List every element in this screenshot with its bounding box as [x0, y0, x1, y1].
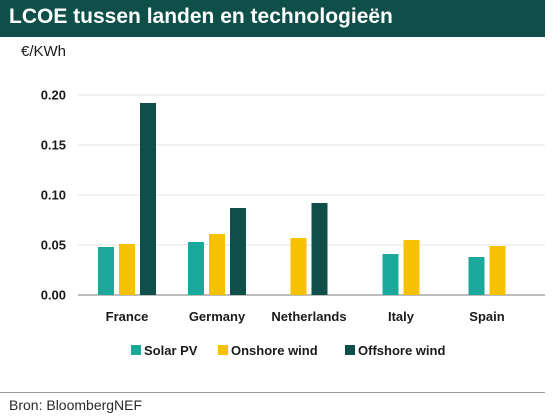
legend-swatch: [218, 345, 228, 355]
divider: [0, 392, 545, 393]
bar-solar-pv: [98, 247, 114, 295]
bar-offshore-wind: [140, 103, 156, 295]
source-note: Bron: BloombergNEF: [9, 397, 143, 413]
y-tick-label: 0.20: [41, 88, 66, 103]
y-tick-label: 0.00: [41, 288, 66, 303]
x-tick-label: Netherlands: [271, 309, 346, 324]
y-axis-unit-label: €/KWh: [21, 43, 67, 60]
y-tick-label: 0.10: [41, 188, 66, 203]
bar-onshore-wind: [403, 240, 420, 295]
title-bar: LCOE tussen landen en technologieën: [0, 0, 545, 37]
legend-swatch: [131, 345, 141, 355]
legend-label: Onshore wind: [231, 343, 318, 358]
x-tick-label: Italy: [388, 309, 415, 324]
x-tick-label: Germany: [189, 309, 246, 324]
bar-solar-pv: [382, 254, 399, 295]
y-tick-label: 0.15: [41, 138, 66, 153]
bar-onshore-wind: [119, 244, 135, 295]
legend: Solar PV Onshore wind Offshore wind: [131, 343, 445, 358]
x-axis-categories: France Germany Netherlands Italy Spain: [106, 309, 505, 324]
legend-swatch: [345, 345, 355, 355]
bar-onshore-wind: [290, 238, 307, 295]
bar-offshore-wind: [311, 203, 328, 295]
x-tick-label: Spain: [469, 309, 504, 324]
y-axis-ticks: 0.00 0.05 0.10 0.15 0.20: [41, 88, 66, 303]
bar-onshore-wind: [489, 246, 506, 295]
legend-label: Solar PV: [144, 343, 198, 358]
bar-onshore-wind: [209, 234, 225, 295]
bar-solar-pv: [468, 257, 485, 295]
bar-chart: 0.00 0.05 0.10 0.15 0.20 France Germany Nether…: [41, 88, 545, 358]
y-tick-label: 0.05: [41, 238, 66, 253]
legend-label: Offshore wind: [358, 343, 445, 358]
bar-offshore-wind: [230, 208, 246, 295]
bar-solar-pv: [188, 242, 204, 295]
x-tick-label: France: [106, 309, 149, 324]
bars: [98, 103, 506, 295]
chart-title: LCOE tussen landen en technologieën: [9, 5, 393, 28]
